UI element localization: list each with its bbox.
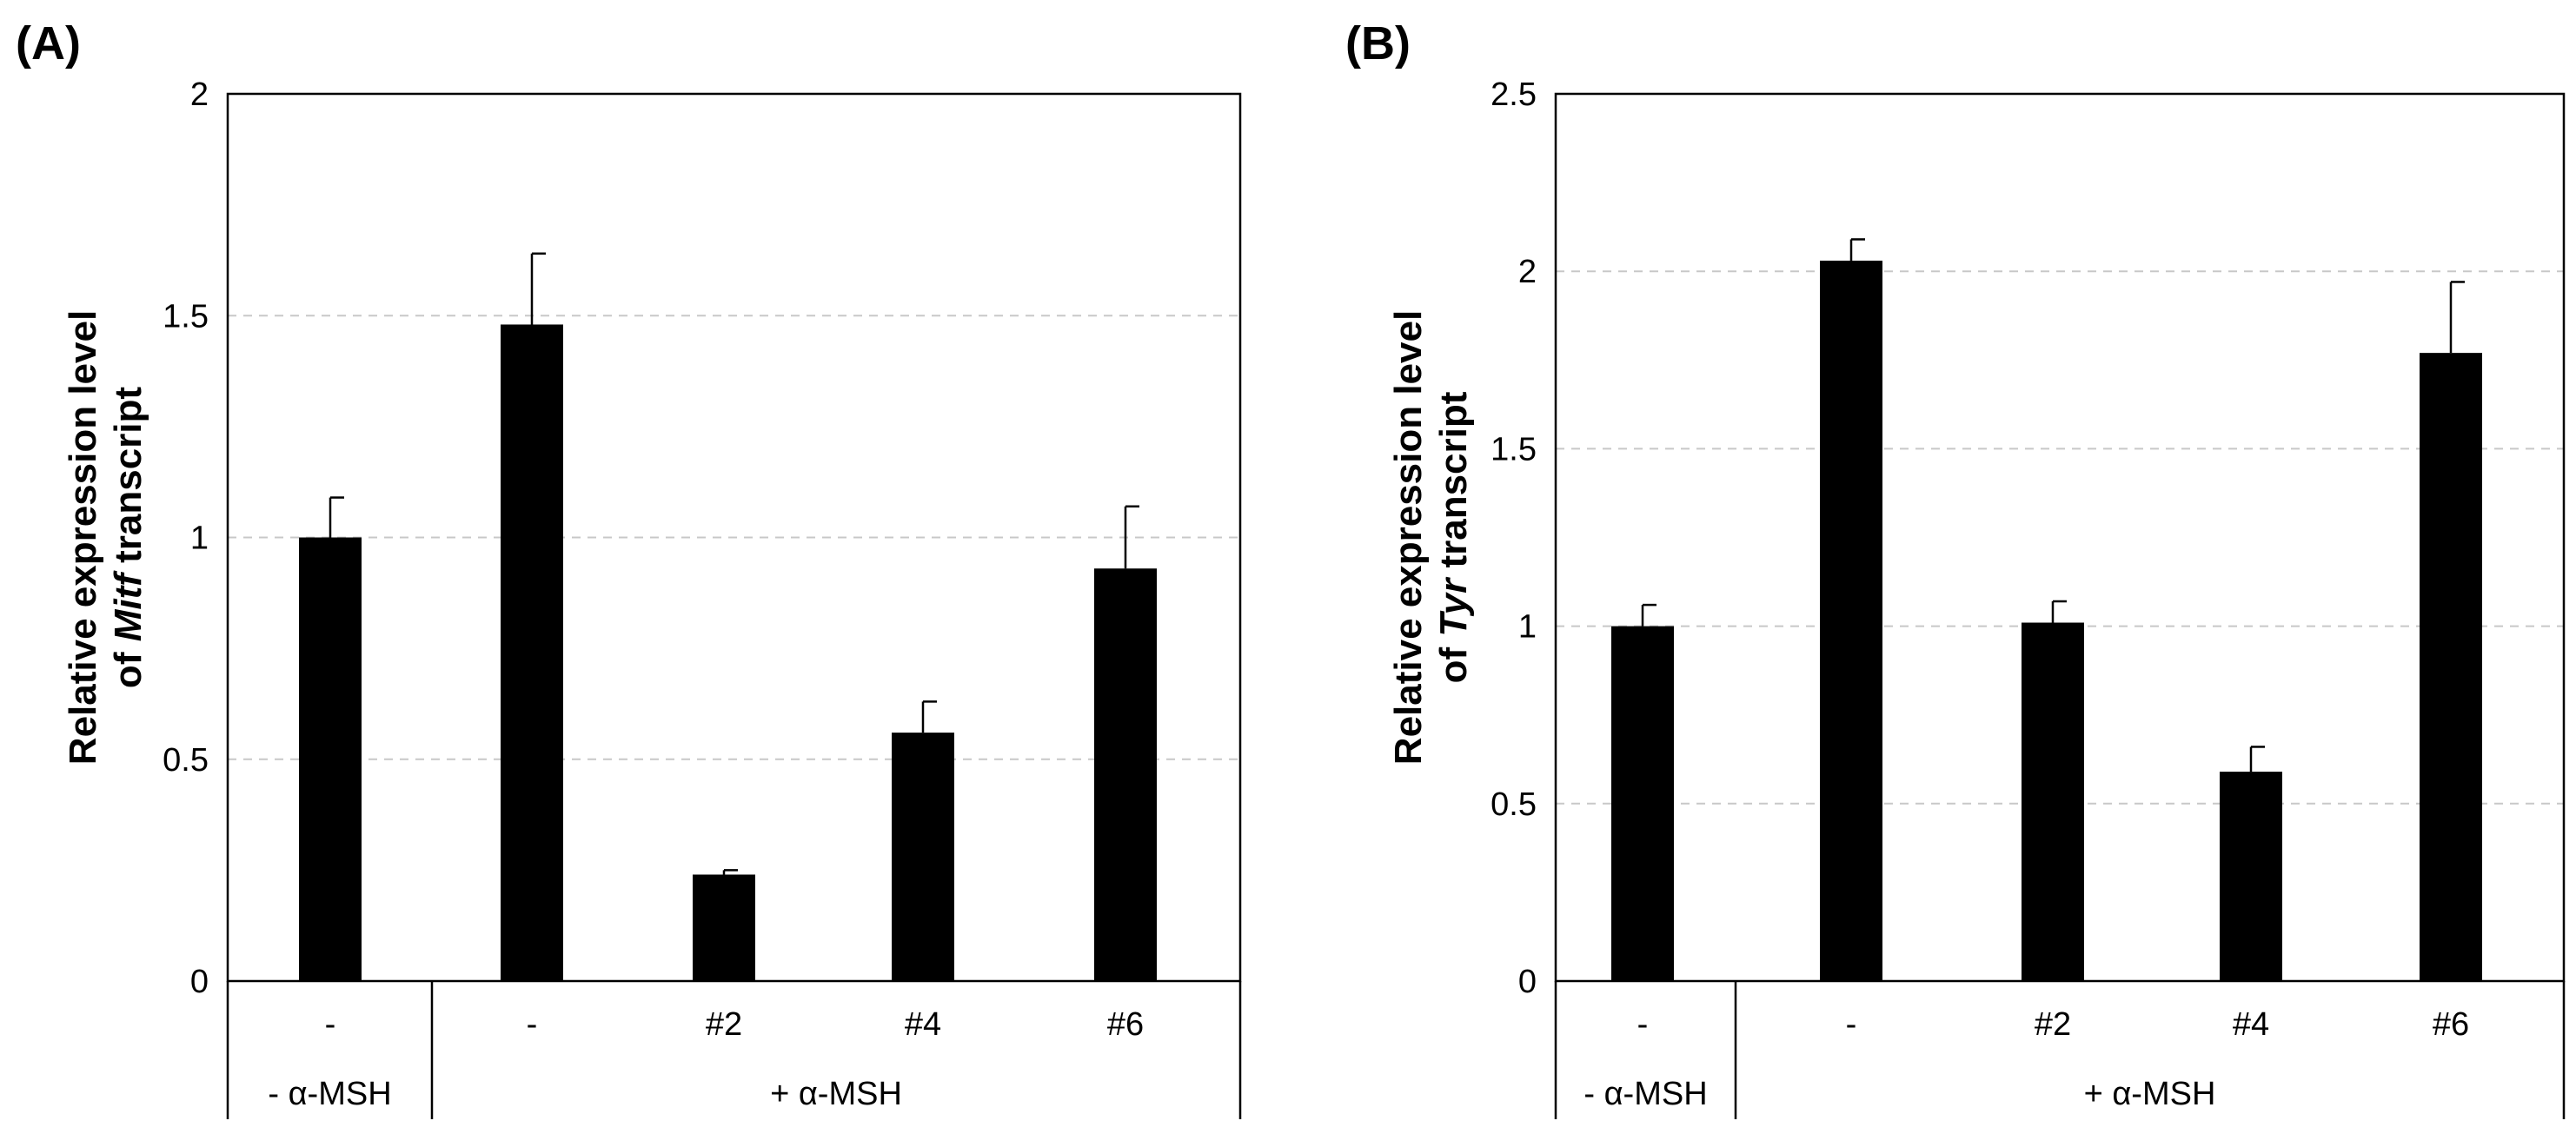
- y-axis-label-prefix: of: [107, 641, 149, 688]
- category-label: #6: [2433, 1006, 2469, 1043]
- group-label: - α-MSH: [1583, 1076, 1707, 1112]
- y-axis-label: Relative expression levelof Tyr transcri…: [1387, 310, 1475, 765]
- category-label: #2: [706, 1006, 742, 1043]
- y-tick-label: 1.5: [1490, 431, 1537, 468]
- y-tick-label: 0: [1518, 964, 1537, 1000]
- bar: [1820, 260, 1882, 981]
- bar: [501, 324, 563, 982]
- chart-panel-a: 0 0.5 1 1.5 2 - - #2 #4 #6 - α-MSH + α-MSH (A) Relati…: [16, 17, 1242, 1119]
- y-tick-label: 1.5: [163, 298, 209, 335]
- category-label: #2: [2035, 1006, 2071, 1043]
- group-label: + α-MSH: [770, 1076, 902, 1112]
- y-axis-label-suffix: transcript: [1432, 391, 1475, 579]
- bar: [693, 874, 755, 981]
- group-label: + α-MSH: [2084, 1076, 2216, 1112]
- y-tick-label: 1: [1518, 609, 1537, 646]
- bar: [2022, 622, 2084, 981]
- category-label: -: [1637, 1006, 1649, 1043]
- y-axis-label-prefix: of: [1432, 637, 1475, 684]
- y-axis-label-line2: of Mitf transcript: [107, 387, 149, 688]
- panel-label: (B): [1345, 17, 1411, 70]
- category-label: -: [325, 1006, 336, 1043]
- y-axis-label-line2: of Tyr transcript: [1432, 391, 1475, 683]
- y-axis-label: Relative expression levelof Mitf transcr…: [62, 310, 149, 765]
- y-tick-label: 0: [190, 964, 209, 1000]
- bar: [2420, 353, 2482, 982]
- y-tick-label: 2: [1518, 254, 1537, 290]
- y-tick-label: 2: [190, 76, 209, 113]
- category-label: #6: [1107, 1006, 1144, 1043]
- category-label: #4: [2233, 1006, 2269, 1043]
- chart-panel-b: 0 0.5 1 1.5 2 2.5 - - #2 #4 #6 - α-MSH + α-MSH (B) Rel…: [1345, 17, 2566, 1119]
- y-tick-label: 0.5: [1490, 786, 1537, 823]
- y-axis-label-line1: Relative expression level: [1387, 310, 1430, 765]
- group-label: - α-MSH: [268, 1076, 391, 1112]
- y-tick-label: 1: [190, 521, 209, 557]
- bar: [2220, 772, 2282, 981]
- y-axis-label-suffix: transcript: [107, 387, 149, 574]
- category-label: -: [1846, 1006, 1857, 1043]
- y-axis-label-gene: Tyr: [1432, 576, 1475, 637]
- y-tick-label: 2.5: [1490, 76, 1537, 113]
- panel-label: (A): [16, 17, 81, 70]
- y-tick-label: 0.5: [163, 742, 209, 779]
- bar: [1611, 626, 1674, 981]
- bar: [299, 537, 362, 981]
- bar: [892, 733, 954, 981]
- y-axis-label-line1: Relative expression level: [62, 310, 104, 765]
- y-axis-label-gene: Mitf: [107, 570, 149, 642]
- bar: [1094, 568, 1157, 981]
- category-label: #4: [905, 1006, 941, 1043]
- category-label: -: [527, 1006, 538, 1043]
